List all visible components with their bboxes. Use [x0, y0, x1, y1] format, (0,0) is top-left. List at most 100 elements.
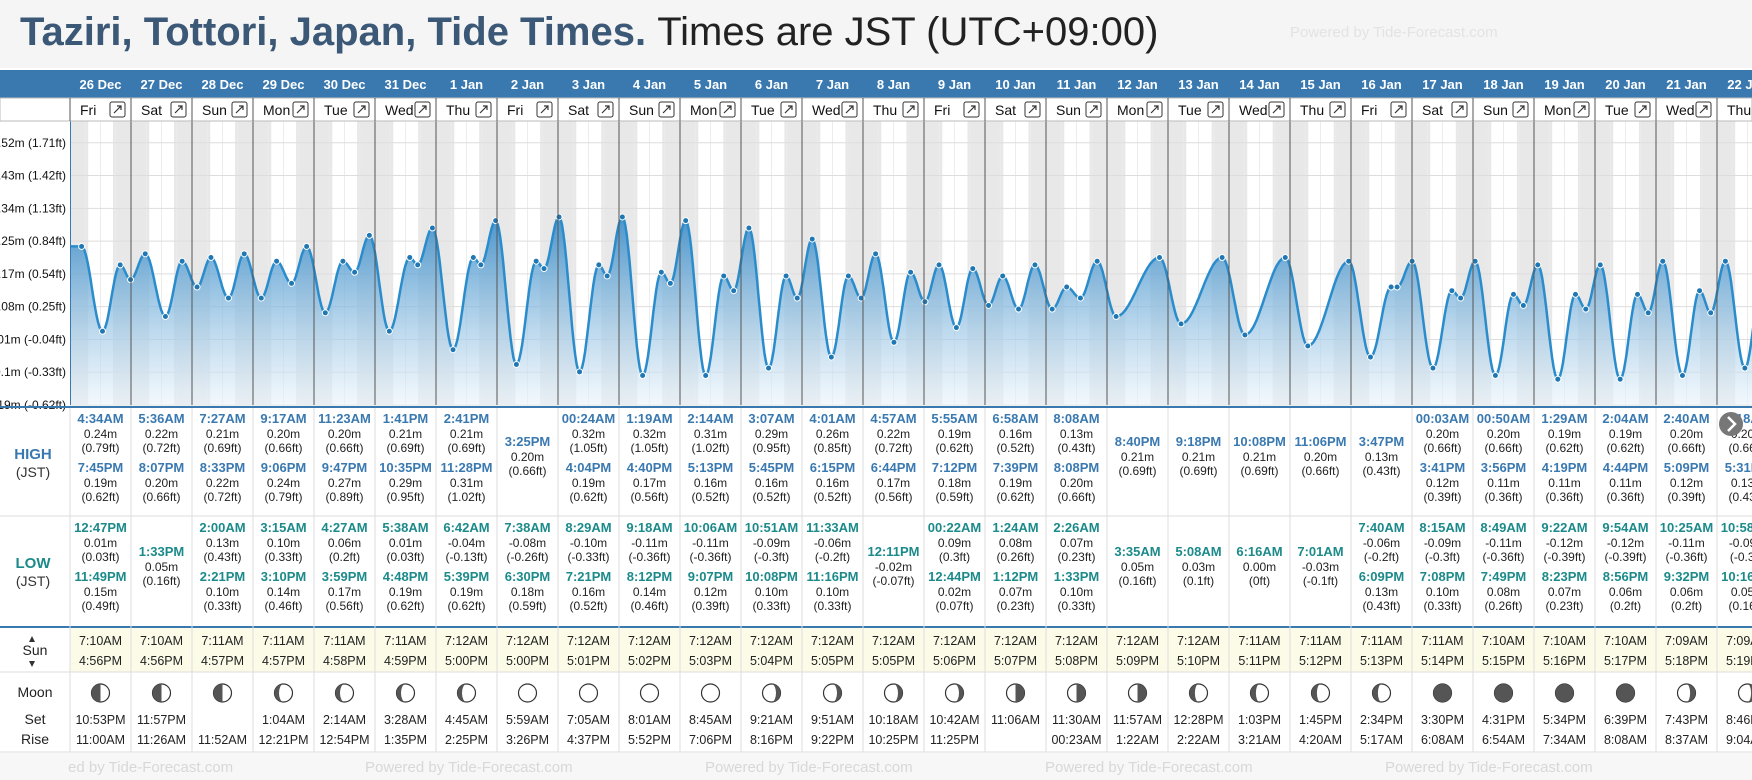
high-tide-time: 2:14AM — [687, 411, 733, 426]
low-tide-height-ft: (0.46ft) — [264, 599, 302, 613]
day-weekday-label: Fri — [507, 102, 523, 118]
expand-arrow — [1333, 105, 1342, 114]
sunset-time: 5:04PM — [750, 654, 793, 668]
day-date-label: 12 Jan — [1117, 77, 1158, 92]
low-tide-time: 1:12PM — [993, 569, 1039, 584]
scroll-right-button[interactable] — [1719, 412, 1743, 436]
day-weekday-label: Fri — [934, 102, 950, 118]
tide-point — [872, 250, 880, 258]
low-tide-time: 7:01AM — [1297, 544, 1343, 559]
day-date-label: 15 Jan — [1300, 77, 1341, 92]
moonset-time: 9:21AM — [750, 713, 793, 727]
low-tide-height-ft: (-0.26ft) — [506, 550, 548, 564]
moon-phase-shade — [457, 684, 467, 702]
low-tide-height-m: 0.12m — [694, 585, 727, 599]
low-tide-time: 3:59PM — [322, 569, 368, 584]
y-tick-label: -0.01m (-0.04ft) — [0, 332, 66, 346]
day-weekday-label: Thu — [873, 102, 897, 118]
high-tide-height-ft: (0.66ft) — [1728, 441, 1752, 455]
moonset-time: 6:39PM — [1604, 713, 1647, 727]
high-tide-height-ft: (1.05ft) — [630, 441, 668, 455]
tide-point — [745, 224, 753, 232]
tide-point — [999, 272, 1007, 280]
tide-point — [1491, 372, 1499, 379]
tide-point — [1634, 290, 1642, 298]
tide-point — [207, 254, 215, 261]
high-tide-height-ft: (0.62ft) — [569, 490, 607, 504]
tide-point — [969, 265, 977, 273]
high-tide-height-ft: (0.72ft) — [142, 441, 180, 455]
low-tide-time: 9:18AM — [626, 520, 672, 535]
moonset-time: 8:01AM — [628, 713, 671, 727]
title-timezone: Times are JST (UTC+09:00) — [657, 10, 1159, 54]
sun-up-arrow-icon — [29, 636, 35, 642]
powered-by-watermark: Powered by Tide-Forecast.com — [1290, 24, 1498, 41]
low-tide-time: 8:49AM — [1480, 520, 1526, 535]
tide-point — [224, 294, 232, 302]
moonset-time: 12:28PM — [1173, 713, 1223, 727]
footer-bar — [0, 753, 1752, 780]
day-weekday-label: Tue — [1605, 102, 1629, 118]
low-tide-height-m: 0.08m — [999, 536, 1032, 550]
sunset-time: 5:16PM — [1543, 654, 1586, 668]
day-weekday-label: Sat — [568, 102, 589, 118]
tide-line — [70, 215, 1752, 381]
high-tide-time: 7:39PM — [993, 460, 1039, 475]
moon-phase-shade — [1250, 684, 1260, 702]
low-tide-height-ft: (0.52ft) — [569, 599, 607, 613]
low-tide-height-ft: (0.49ft) — [81, 599, 119, 613]
moonrise-time: 3:21AM — [1238, 733, 1281, 747]
moon-phase-shade — [1616, 684, 1635, 702]
tide-point — [492, 217, 500, 225]
high-tide-time: 4:40PM — [627, 460, 673, 475]
sunrise-time: 7:12AM — [506, 634, 549, 648]
high-tide-time: 5:31PM — [1725, 460, 1752, 475]
high-tide-height-ft: (0.79ft) — [264, 490, 302, 504]
high-tide-height-m: 0.12m — [1670, 476, 1703, 490]
low-tide-time: 8:23PM — [1542, 569, 1588, 584]
high-tide-height-ft: (0.85ft) — [813, 441, 851, 455]
high-tide-height-ft: (1.02ft) — [447, 490, 485, 504]
low-tide-height-m: 0.17m — [328, 585, 361, 599]
moonrise-time: 4:37PM — [567, 733, 610, 747]
low-tide-height-m: -0.12m — [1607, 536, 1644, 550]
low-tide-time: 7:38AM — [504, 520, 550, 535]
tide-point — [603, 272, 611, 280]
high-tide-height-m: 0.21m — [1243, 450, 1276, 464]
low-tide-height-m: 0.01m — [84, 536, 117, 550]
low-tide-time: 4:27AM — [321, 520, 367, 535]
sunset-time: 4:59PM — [384, 654, 427, 668]
day-date-label: 8 Jan — [877, 77, 910, 92]
page-title: Taziri, Tottori, Japan, Tide Times. Time… — [20, 10, 1158, 55]
sunset-time: 5:05PM — [872, 654, 915, 668]
high-tide-time: 1:19AM — [626, 411, 672, 426]
day-date-label: 17 Jan — [1422, 77, 1463, 92]
high-tide-height-ft: (0.66ft) — [325, 441, 363, 455]
moon-phase-shade — [91, 684, 101, 702]
day-date-label: 22 Jan — [1727, 77, 1752, 92]
moonset-time: 8:45AM — [689, 713, 732, 727]
expand-arrow — [540, 105, 549, 114]
tide-point — [512, 360, 520, 368]
moonset-time: 1:03PM — [1238, 713, 1281, 727]
low-tide-height-ft: (-0.13ft) — [445, 550, 487, 564]
day-date-label: 14 Jan — [1239, 77, 1280, 92]
sunset-time: 5:07PM — [994, 654, 1037, 668]
moonset-time: 11:57AM — [1113, 713, 1162, 727]
expand-arrow — [845, 105, 854, 114]
moonset-time: 1:04AM — [262, 713, 305, 727]
day-weekday-label: Wed — [812, 102, 841, 118]
low-row-label: LOW — [16, 555, 52, 572]
chevron-right-icon[interactable] — [1727, 416, 1737, 432]
moon-phase-icon — [578, 683, 599, 703]
high-tide-time: 3:47PM — [1359, 434, 1405, 449]
low-tide-height-m: -0.03m — [1302, 560, 1339, 574]
high-tide-height-m: 0.19m — [938, 427, 971, 441]
high-tide-height-m: 0.20m — [511, 450, 544, 464]
tide-point — [1112, 313, 1120, 320]
low-tide-height-m: -0.12m — [1546, 536, 1583, 550]
low-tide-height-ft: (0.2ft) — [329, 550, 360, 564]
tide-point — [793, 294, 801, 302]
high-tide-time: 2:04AM — [1602, 411, 1648, 426]
